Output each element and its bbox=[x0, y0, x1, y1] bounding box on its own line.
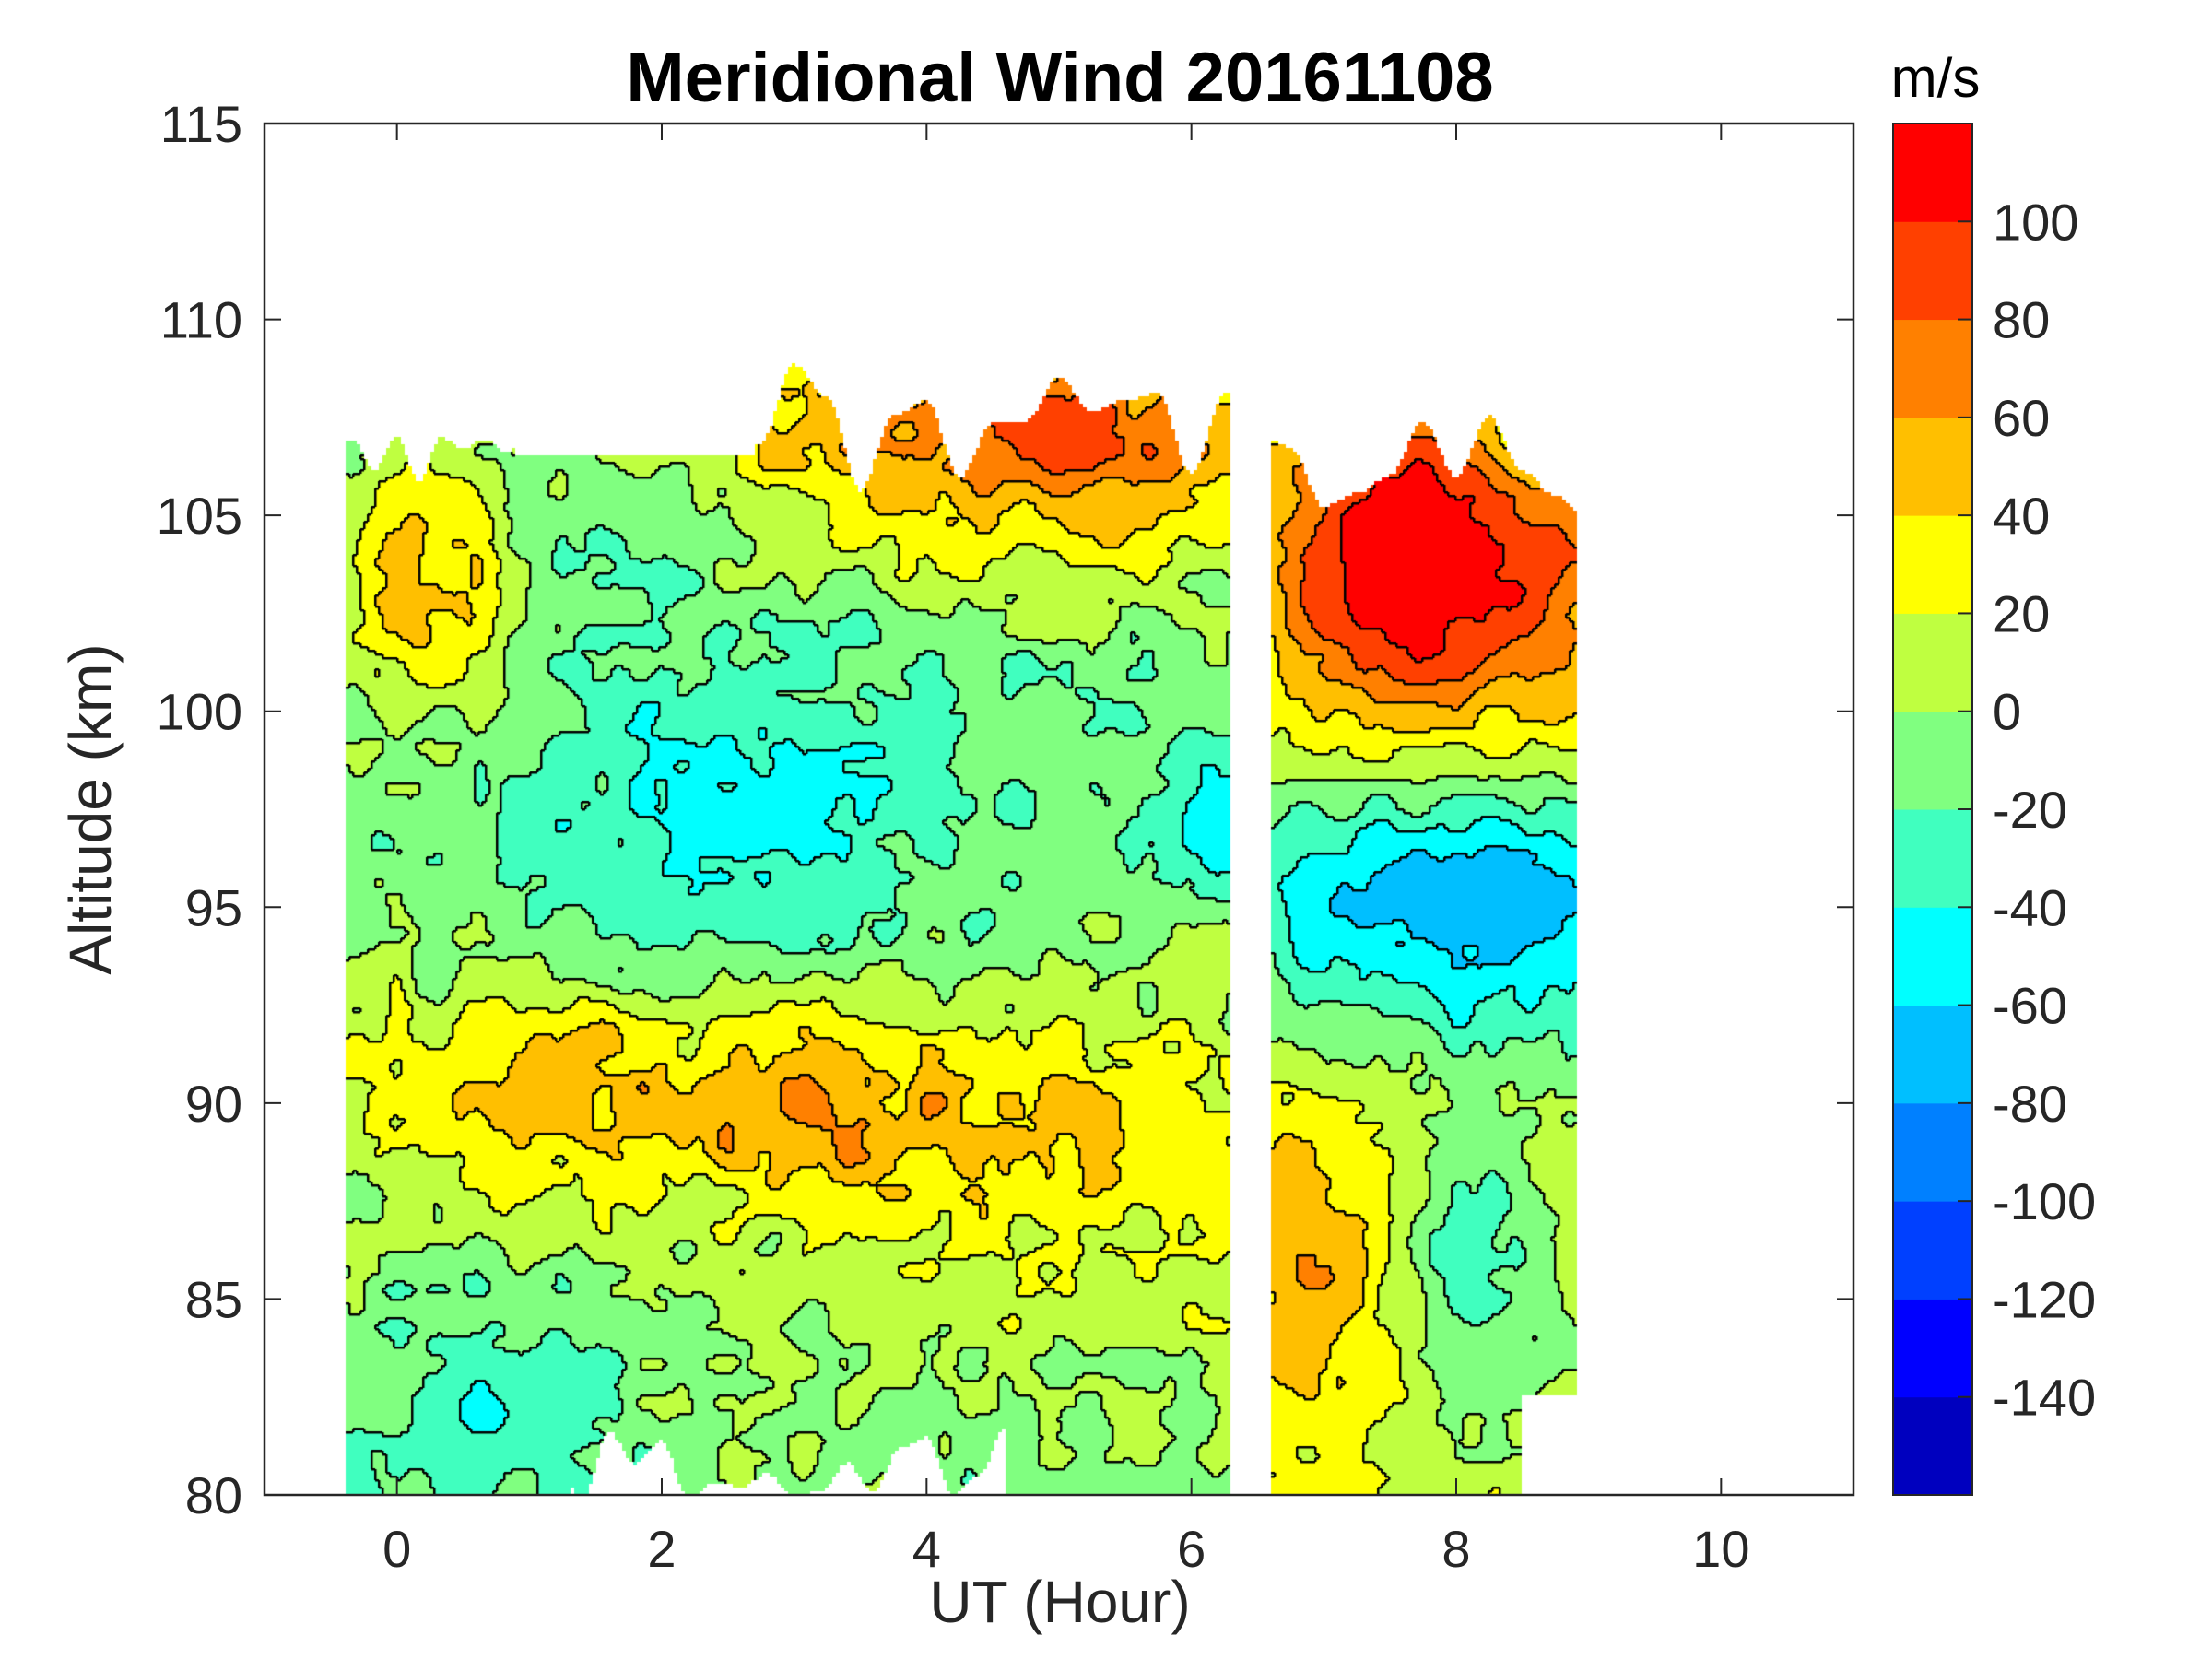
colorbar-swatch bbox=[1893, 319, 1972, 418]
y-tick-label: 95 bbox=[185, 878, 242, 936]
colorbar-swatch bbox=[1893, 1396, 1972, 1496]
colorbar-label: m/s bbox=[1891, 47, 1981, 109]
colorbar-swatch bbox=[1893, 1102, 1972, 1202]
colorbar-tick-label: -20 bbox=[1993, 781, 2067, 839]
x-axis: 0 2 4 6 8 10 bbox=[382, 124, 1749, 1578]
colorbar-tick-label: -100 bbox=[1993, 1172, 2096, 1230]
colorbar-tick-label: 20 bbox=[1993, 584, 2050, 642]
chart-title: Meridional Wind 20161108 bbox=[626, 39, 1493, 117]
colorbar-swatch bbox=[1893, 711, 1972, 810]
colorbar-tick-label: 0 bbox=[1993, 683, 2021, 741]
colorbar-swatch bbox=[1893, 1005, 1972, 1104]
x-tick-label: 8 bbox=[1441, 1520, 1470, 1578]
y-tick-label: 80 bbox=[185, 1466, 242, 1524]
x-axis-label: UT (Hour) bbox=[929, 1569, 1190, 1635]
contour-field-container bbox=[265, 124, 1853, 1495]
contour-field bbox=[265, 124, 1853, 1495]
x-tick-label: 6 bbox=[1177, 1520, 1206, 1578]
colorbar-swatch bbox=[1893, 613, 1972, 712]
x-tick-label: 4 bbox=[912, 1520, 941, 1578]
colorbar-swatch bbox=[1893, 221, 1972, 321]
x-tick-label: 10 bbox=[1692, 1520, 1749, 1578]
colorbar-swatch bbox=[1893, 515, 1972, 614]
colorbar-tick-label: -40 bbox=[1993, 878, 2067, 936]
colorbar-swatch bbox=[1893, 1299, 1972, 1398]
colorbar-tick-label: 60 bbox=[1993, 389, 2050, 447]
colorbar-swatch bbox=[1893, 417, 1972, 516]
colorbar-swatch bbox=[1893, 124, 1972, 222]
colorbar-tick-label: 100 bbox=[1993, 193, 2078, 251]
y-axis-label: Altitude (km) bbox=[57, 643, 124, 974]
colorbar-tick-label: -120 bbox=[1993, 1270, 2096, 1328]
colorbar-tick-label: -80 bbox=[1993, 1075, 2067, 1133]
y-tick-label: 90 bbox=[185, 1075, 242, 1133]
y-axis: 80 85 90 95 100 105 110 115 bbox=[157, 95, 1853, 1524]
colorbar-swatch bbox=[1893, 907, 1972, 1006]
x-tick-label: 0 bbox=[382, 1520, 411, 1578]
colorbar: 100 80 60 40 20 0 -20 -40 -60 -80 -100 -120 -140 bbox=[1892, 123, 2096, 1496]
colorbar-swatch bbox=[1893, 809, 1972, 908]
colorbar-tick-label: 80 bbox=[1993, 291, 2050, 349]
y-tick-label: 105 bbox=[157, 487, 242, 545]
x-tick-label: 2 bbox=[647, 1520, 676, 1578]
colorbar-swatch bbox=[1893, 1201, 1972, 1300]
y-tick-label: 85 bbox=[185, 1270, 242, 1328]
colorbar-tick-label: 40 bbox=[1993, 487, 2050, 545]
y-tick-label: 100 bbox=[157, 683, 242, 741]
colorbar-tick-label: -140 bbox=[1993, 1369, 2096, 1427]
axes-box bbox=[263, 122, 1855, 1497]
y-tick-label: 115 bbox=[160, 95, 242, 153]
y-tick-label: 110 bbox=[160, 291, 242, 349]
colorbar-tick-label: -60 bbox=[1993, 977, 2067, 1035]
